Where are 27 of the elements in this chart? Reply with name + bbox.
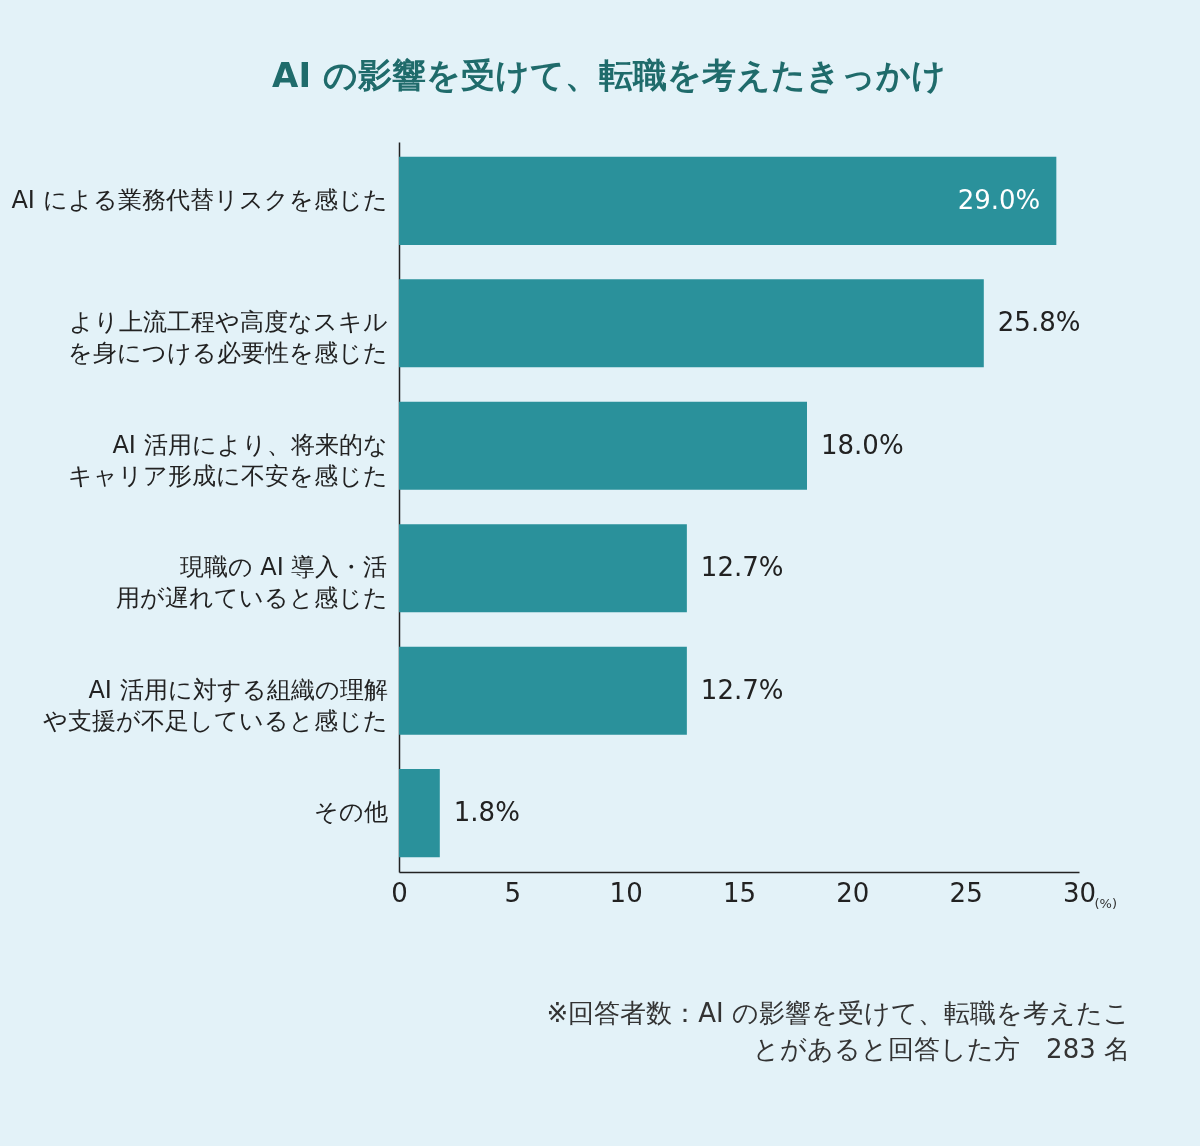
data-label: 29.0% — [957, 184, 1041, 215]
x-tick-label: 5 — [504, 877, 522, 908]
x-tick-label: 15 — [722, 877, 757, 908]
y-tick-label: AI による業務代替リスクを感じた — [11, 185, 388, 214]
y-tick-label: AI 活用により、将来的なキャリア形成に不安を感じた — [67, 430, 388, 490]
bar — [399, 156, 1057, 245]
data-label: 25.8% — [997, 307, 1081, 338]
bar — [399, 769, 440, 858]
x-axis-title: (%) — [1094, 895, 1117, 911]
chart-title: AI の影響を受けて、転職を考えたきっかけ — [272, 55, 946, 95]
data-label: 12.7% — [700, 552, 784, 583]
data-label: 12.7% — [700, 674, 784, 705]
y-tick-label: AI 活用に対する組織の理解や支援が不足していると感じた — [42, 675, 388, 735]
bar — [399, 401, 807, 490]
bar — [399, 279, 984, 368]
y-tick-label: より上流工程や高度なスキルを身につける必要性を感じた — [67, 308, 388, 368]
x-tick-label: 0 — [391, 877, 408, 908]
y-tick-label: 現職の AI 導入・活用が遅れていると感じた — [115, 553, 388, 613]
data-label: 18.0% — [821, 429, 904, 460]
y-tick-label: その他 — [313, 798, 388, 827]
data-label: 1.8% — [453, 797, 520, 828]
x-tick-label: 10 — [609, 877, 643, 908]
x-tick-label: 25 — [949, 877, 983, 908]
text: ※回答者数：AI の影響を受けて、転職を考えたことがあると回答した方 283 名 — [545, 997, 1130, 1066]
bar — [399, 524, 687, 613]
bar — [399, 646, 687, 735]
x-tick-label: 20 — [836, 877, 870, 908]
